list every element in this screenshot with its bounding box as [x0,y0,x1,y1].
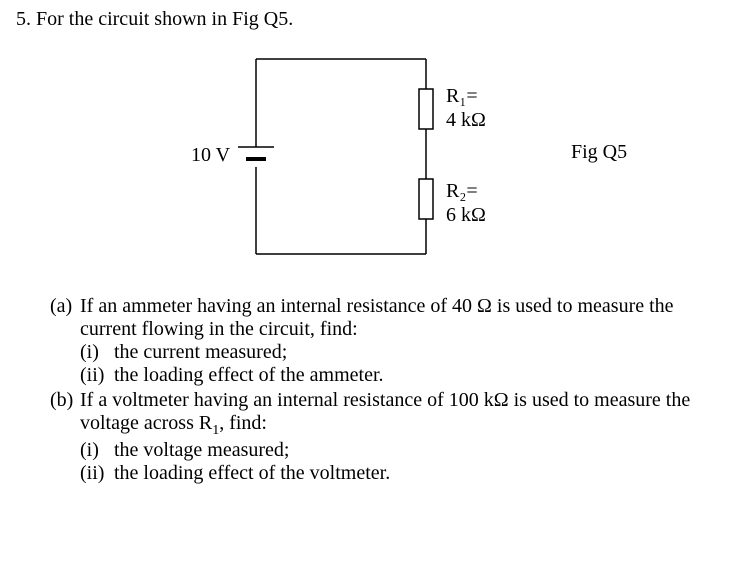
part-a-i-label: (i) [80,341,114,364]
question-header: 5. For the circuit shown in Fig Q5. [16,8,717,31]
part-a-text: If an ammeter having an internal resista… [80,295,717,341]
part-b-ii-label: (ii) [80,462,114,485]
part-b: (b) If a voltmeter having an internal re… [50,389,717,485]
question-number: 5. [16,8,31,30]
r2-name: R₂= [446,180,478,202]
part-b-i-text: the voltage measured; [114,439,290,462]
part-b-i-label: (i) [80,439,114,462]
r1-label: R₁= 4 kΩ [446,84,486,132]
part-a-letter: (a) [50,295,80,387]
voltage-label: 10 V [191,144,230,167]
figure-label: Fig Q5 [571,141,627,164]
part-b-text-after: , find: [219,412,267,434]
part-b-ii-text: the loading effect of the voltmeter. [114,462,390,485]
part-b-text: If a voltmeter having an internal resist… [80,389,717,439]
part-b-text-before: If a voltmeter having an internal resist… [80,389,690,434]
part-a-ii: (ii) the loading effect of the ammeter. [80,364,717,387]
circuit-svg [196,39,456,269]
r1-value: 4 kΩ [446,109,486,131]
part-a-i-text: the current measured; [114,341,287,364]
part-a-i: (i) the current measured; [80,341,717,364]
part-b-body: If a voltmeter having an internal resist… [80,389,717,485]
part-b-ii: (ii) the loading effect of the voltmeter… [80,462,717,485]
r2-value: 6 kΩ [446,204,486,226]
part-a-ii-text: the loading effect of the ammeter. [114,364,384,387]
part-a-ii-label: (ii) [80,364,114,387]
part-a-body: If an ammeter having an internal resista… [80,295,717,387]
r1-name: R₁= [446,85,478,107]
part-b-letter: (b) [50,389,80,485]
circuit-diagram: 10 V R₁= 4 kΩ R₂= 6 kΩ Fig Q5 [16,39,716,279]
question-parts: (a) If an ammeter having an internal res… [16,295,717,485]
part-a: (a) If an ammeter having an internal res… [50,295,717,387]
question-prompt: For the circuit shown in Fig Q5. [36,8,293,30]
r2-label: R₂= 6 kΩ [446,179,486,227]
part-b-i: (i) the voltage measured; [80,439,717,462]
